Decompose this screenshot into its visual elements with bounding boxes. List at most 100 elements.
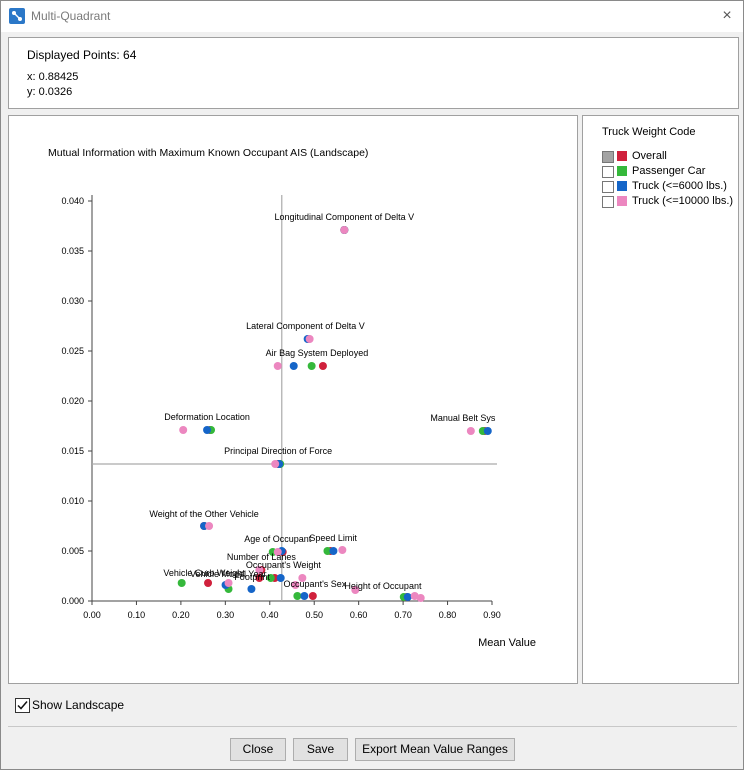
- legend-label-truck-10000: Truck (<=10000 lbs.): [632, 195, 734, 207]
- x-tick-label: 0.30: [217, 610, 235, 620]
- point-truck-6000-lbs[interactable]: [276, 574, 285, 582]
- legend-panel: Truck Weight Code Overall Passenger Car …: [582, 115, 739, 684]
- point-truck-10000-lbs[interactable]: [179, 426, 188, 434]
- overall-color-swatch: [617, 151, 627, 161]
- point-truck-10000-lbs[interactable]: [273, 362, 282, 370]
- export-mean-value-ranges-button[interactable]: Export Mean Value Ranges: [355, 738, 515, 761]
- x-axis-label: Mean Value: [478, 637, 536, 649]
- point-label: Footprint: [234, 572, 270, 582]
- point-label: Longitudinal Component of Delta V: [275, 212, 415, 222]
- window-title: Multi-Quadrant: [31, 9, 111, 23]
- point-truck-6000-lbs[interactable]: [203, 426, 212, 434]
- axes: 0.00 0.10 0.20 0.30 0.40 0.50 0.60 0.70 0.80 0.90…: [61, 195, 501, 620]
- point-truck-10000-lbs[interactable]: [351, 586, 360, 594]
- point-truck-10000-lbs[interactable]: [466, 427, 475, 435]
- displayed-points: Displayed Points: 64: [27, 48, 137, 62]
- truck-10000-color-swatch: [617, 196, 627, 206]
- x-tick-label: 0.70: [394, 610, 412, 620]
- show-landscape-label: Show Landscape: [32, 698, 125, 712]
- point-truck-6000-lbs[interactable]: [403, 593, 412, 601]
- point-label: Manual Belt Sys: [430, 413, 496, 423]
- y-tick-label: 0.020: [61, 396, 84, 406]
- point-passenger-car[interactable]: [293, 592, 302, 600]
- chart-title: Mutual Information with Maximum Known Oc…: [48, 147, 368, 159]
- point-truck-10000-lbs[interactable]: [224, 579, 233, 587]
- point-labels: Longitudinal Component of Delta V Lateral…: [149, 212, 496, 591]
- point-truck-6000-lbs[interactable]: [329, 547, 338, 555]
- chart-panel[interactable]: Mutual Information with Maximum Known Oc…: [8, 115, 578, 684]
- point-overall[interactable]: [255, 574, 264, 582]
- point-label: Occupant's Sex: [284, 579, 347, 589]
- point-truck-10000-lbs[interactable]: [255, 566, 264, 574]
- point-label: Number of Lanes: [227, 552, 297, 562]
- point-label: Height of Occupant: [344, 581, 422, 591]
- close-icon[interactable]: ×: [722, 7, 732, 24]
- legend-checkbox-overall[interactable]: [602, 151, 614, 163]
- y-tick-label: 0.010: [61, 496, 84, 506]
- point-label: Vehicle Model Year: [190, 569, 267, 579]
- point-passenger-car[interactable]: [307, 362, 316, 370]
- y-tick-label: 0.015: [61, 446, 84, 456]
- y-tick-label: 0.000: [61, 596, 84, 606]
- y-tick-label: 0.005: [61, 546, 84, 556]
- truck-6000-color-swatch: [617, 181, 627, 191]
- x-tick-label: 0.90: [483, 610, 501, 620]
- point-overall[interactable]: [204, 579, 213, 587]
- cursor-x: x: 0.88425: [27, 71, 79, 83]
- point-label: Lateral Component of Delta V: [246, 321, 365, 331]
- scatter-chart[interactable]: Mutual Information with Maximum Known Oc…: [9, 116, 577, 683]
- point-passenger-car[interactable]: [177, 579, 186, 587]
- x-tick-label: 0.80: [439, 610, 457, 620]
- point-label: Air Bag System Deployed: [266, 348, 369, 358]
- info-panel: Displayed Points: 64 x: 0.88425 y: 0.032…: [8, 37, 739, 109]
- point-passenger-car[interactable]: [323, 547, 332, 555]
- app-icon: [9, 8, 25, 24]
- footer-divider: [8, 726, 737, 727]
- point-label: Weight of the Other Vehicle: [149, 509, 258, 519]
- point-label: Vehicle Curb Weight: [163, 568, 245, 578]
- point-truck-10000-lbs[interactable]: [416, 594, 425, 602]
- show-landscape-checkbox[interactable]: [15, 698, 30, 713]
- x-tick-label: 0.20: [172, 610, 190, 620]
- legend-title: Truck Weight Code: [602, 126, 696, 138]
- x-tick-label: 0.10: [128, 610, 146, 620]
- x-tick-label: 0.50: [305, 610, 323, 620]
- point-truck-10000-lbs[interactable]: [340, 226, 349, 234]
- point-label: Principal Direction of Force: [224, 446, 332, 456]
- check-icon: [17, 701, 28, 710]
- point-truck-6000-lbs[interactable]: [247, 585, 256, 593]
- point-truck-10000-lbs[interactable]: [291, 581, 300, 589]
- close-button[interactable]: Close: [230, 738, 286, 761]
- point-truck-10000-lbs[interactable]: [298, 574, 307, 582]
- y-tick-label: 0.035: [61, 246, 84, 256]
- x-tick-label: 0.60: [350, 610, 368, 620]
- y-tick-label: 0.030: [61, 296, 84, 306]
- legend-checkbox-passenger-car[interactable]: [602, 166, 614, 178]
- cursor-y: y: 0.0326: [27, 86, 73, 98]
- point-truck-10000-lbs[interactable]: [205, 522, 214, 530]
- legend-checkbox-truck-6000[interactable]: [602, 181, 614, 193]
- point-truck-6000-lbs[interactable]: [483, 427, 492, 435]
- point-truck-10000-lbs[interactable]: [338, 546, 347, 554]
- point-truck-10000-lbs[interactable]: [273, 548, 282, 556]
- title-bar: Multi-Quadrant ×: [1, 1, 743, 32]
- quadrant-lines: [92, 195, 497, 601]
- point-passenger-car[interactable]: [266, 574, 275, 582]
- point-label: Age of Occupant: [244, 534, 312, 544]
- x-tick-label: 0.00: [83, 610, 101, 620]
- point-truck-6000-lbs[interactable]: [289, 362, 298, 370]
- point-label: Deformation Location: [164, 412, 250, 422]
- save-button[interactable]: Save: [293, 738, 348, 761]
- point-overall[interactable]: [318, 362, 327, 370]
- point-truck-6000-lbs[interactable]: [300, 592, 309, 600]
- point-truck-10000-lbs[interactable]: [271, 460, 280, 468]
- point-label: Occupant's Weight: [246, 560, 322, 570]
- passenger-car-color-swatch: [617, 166, 627, 176]
- point-truck-10000-lbs[interactable]: [305, 335, 314, 343]
- legend-checkbox-truck-10000[interactable]: [602, 196, 614, 208]
- x-tick-label: 0.40: [261, 610, 279, 620]
- data-points[interactable]: [177, 226, 492, 602]
- legend-label-passenger-car: Passenger Car: [632, 165, 706, 177]
- point-overall[interactable]: [308, 592, 317, 600]
